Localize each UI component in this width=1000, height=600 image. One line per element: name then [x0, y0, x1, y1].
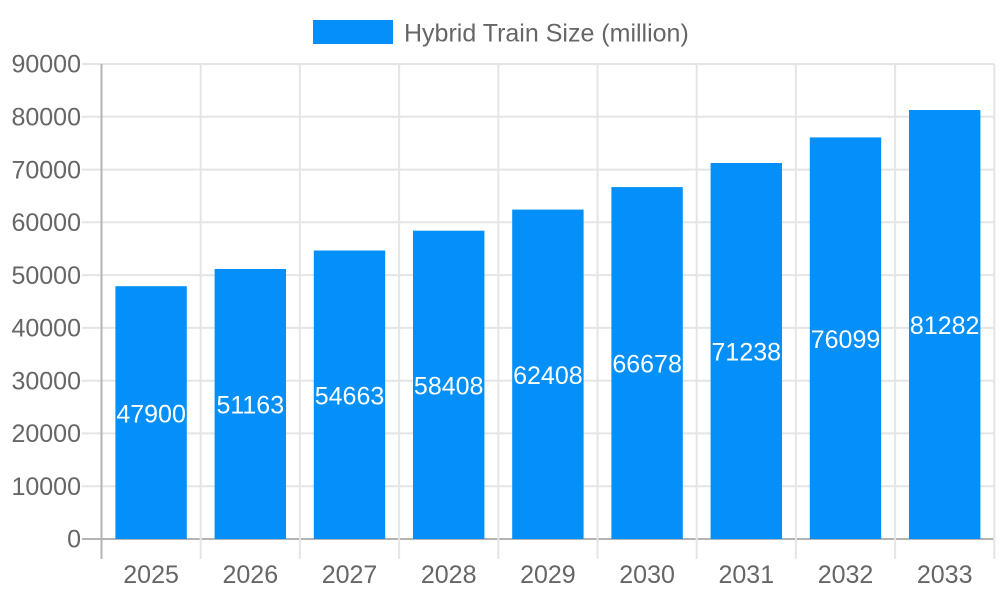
- svg-text:10000: 10000: [11, 473, 81, 501]
- svg-text:2031: 2031: [718, 561, 774, 589]
- svg-text:2032: 2032: [818, 561, 874, 589]
- svg-text:62408: 62408: [513, 362, 583, 390]
- svg-text:81282: 81282: [910, 312, 980, 340]
- svg-text:76099: 76099: [811, 326, 881, 354]
- svg-text:0: 0: [67, 526, 81, 554]
- svg-text:2027: 2027: [322, 561, 378, 589]
- svg-text:20000: 20000: [11, 420, 81, 448]
- svg-text:54663: 54663: [315, 383, 385, 411]
- svg-text:66678: 66678: [612, 351, 682, 379]
- svg-text:40000: 40000: [11, 315, 81, 343]
- svg-text:90000: 90000: [11, 51, 81, 79]
- svg-text:2026: 2026: [222, 561, 278, 589]
- svg-text:2033: 2033: [917, 561, 973, 589]
- svg-text:2029: 2029: [520, 561, 576, 589]
- svg-text:70000: 70000: [11, 156, 81, 184]
- svg-text:30000: 30000: [11, 367, 81, 395]
- svg-text:71238: 71238: [712, 339, 782, 367]
- svg-text:2025: 2025: [123, 561, 179, 589]
- svg-text:50000: 50000: [11, 262, 81, 290]
- svg-text:58408: 58408: [414, 373, 484, 401]
- svg-text:2030: 2030: [619, 561, 675, 589]
- svg-text:2028: 2028: [421, 561, 477, 589]
- svg-text:80000: 80000: [11, 104, 81, 132]
- svg-text:47900: 47900: [116, 400, 186, 428]
- svg-text:60000: 60000: [11, 209, 81, 237]
- svg-text:51163: 51163: [216, 392, 284, 420]
- svg-text:Hybrid Train Size (million): Hybrid Train Size (million): [404, 19, 689, 47]
